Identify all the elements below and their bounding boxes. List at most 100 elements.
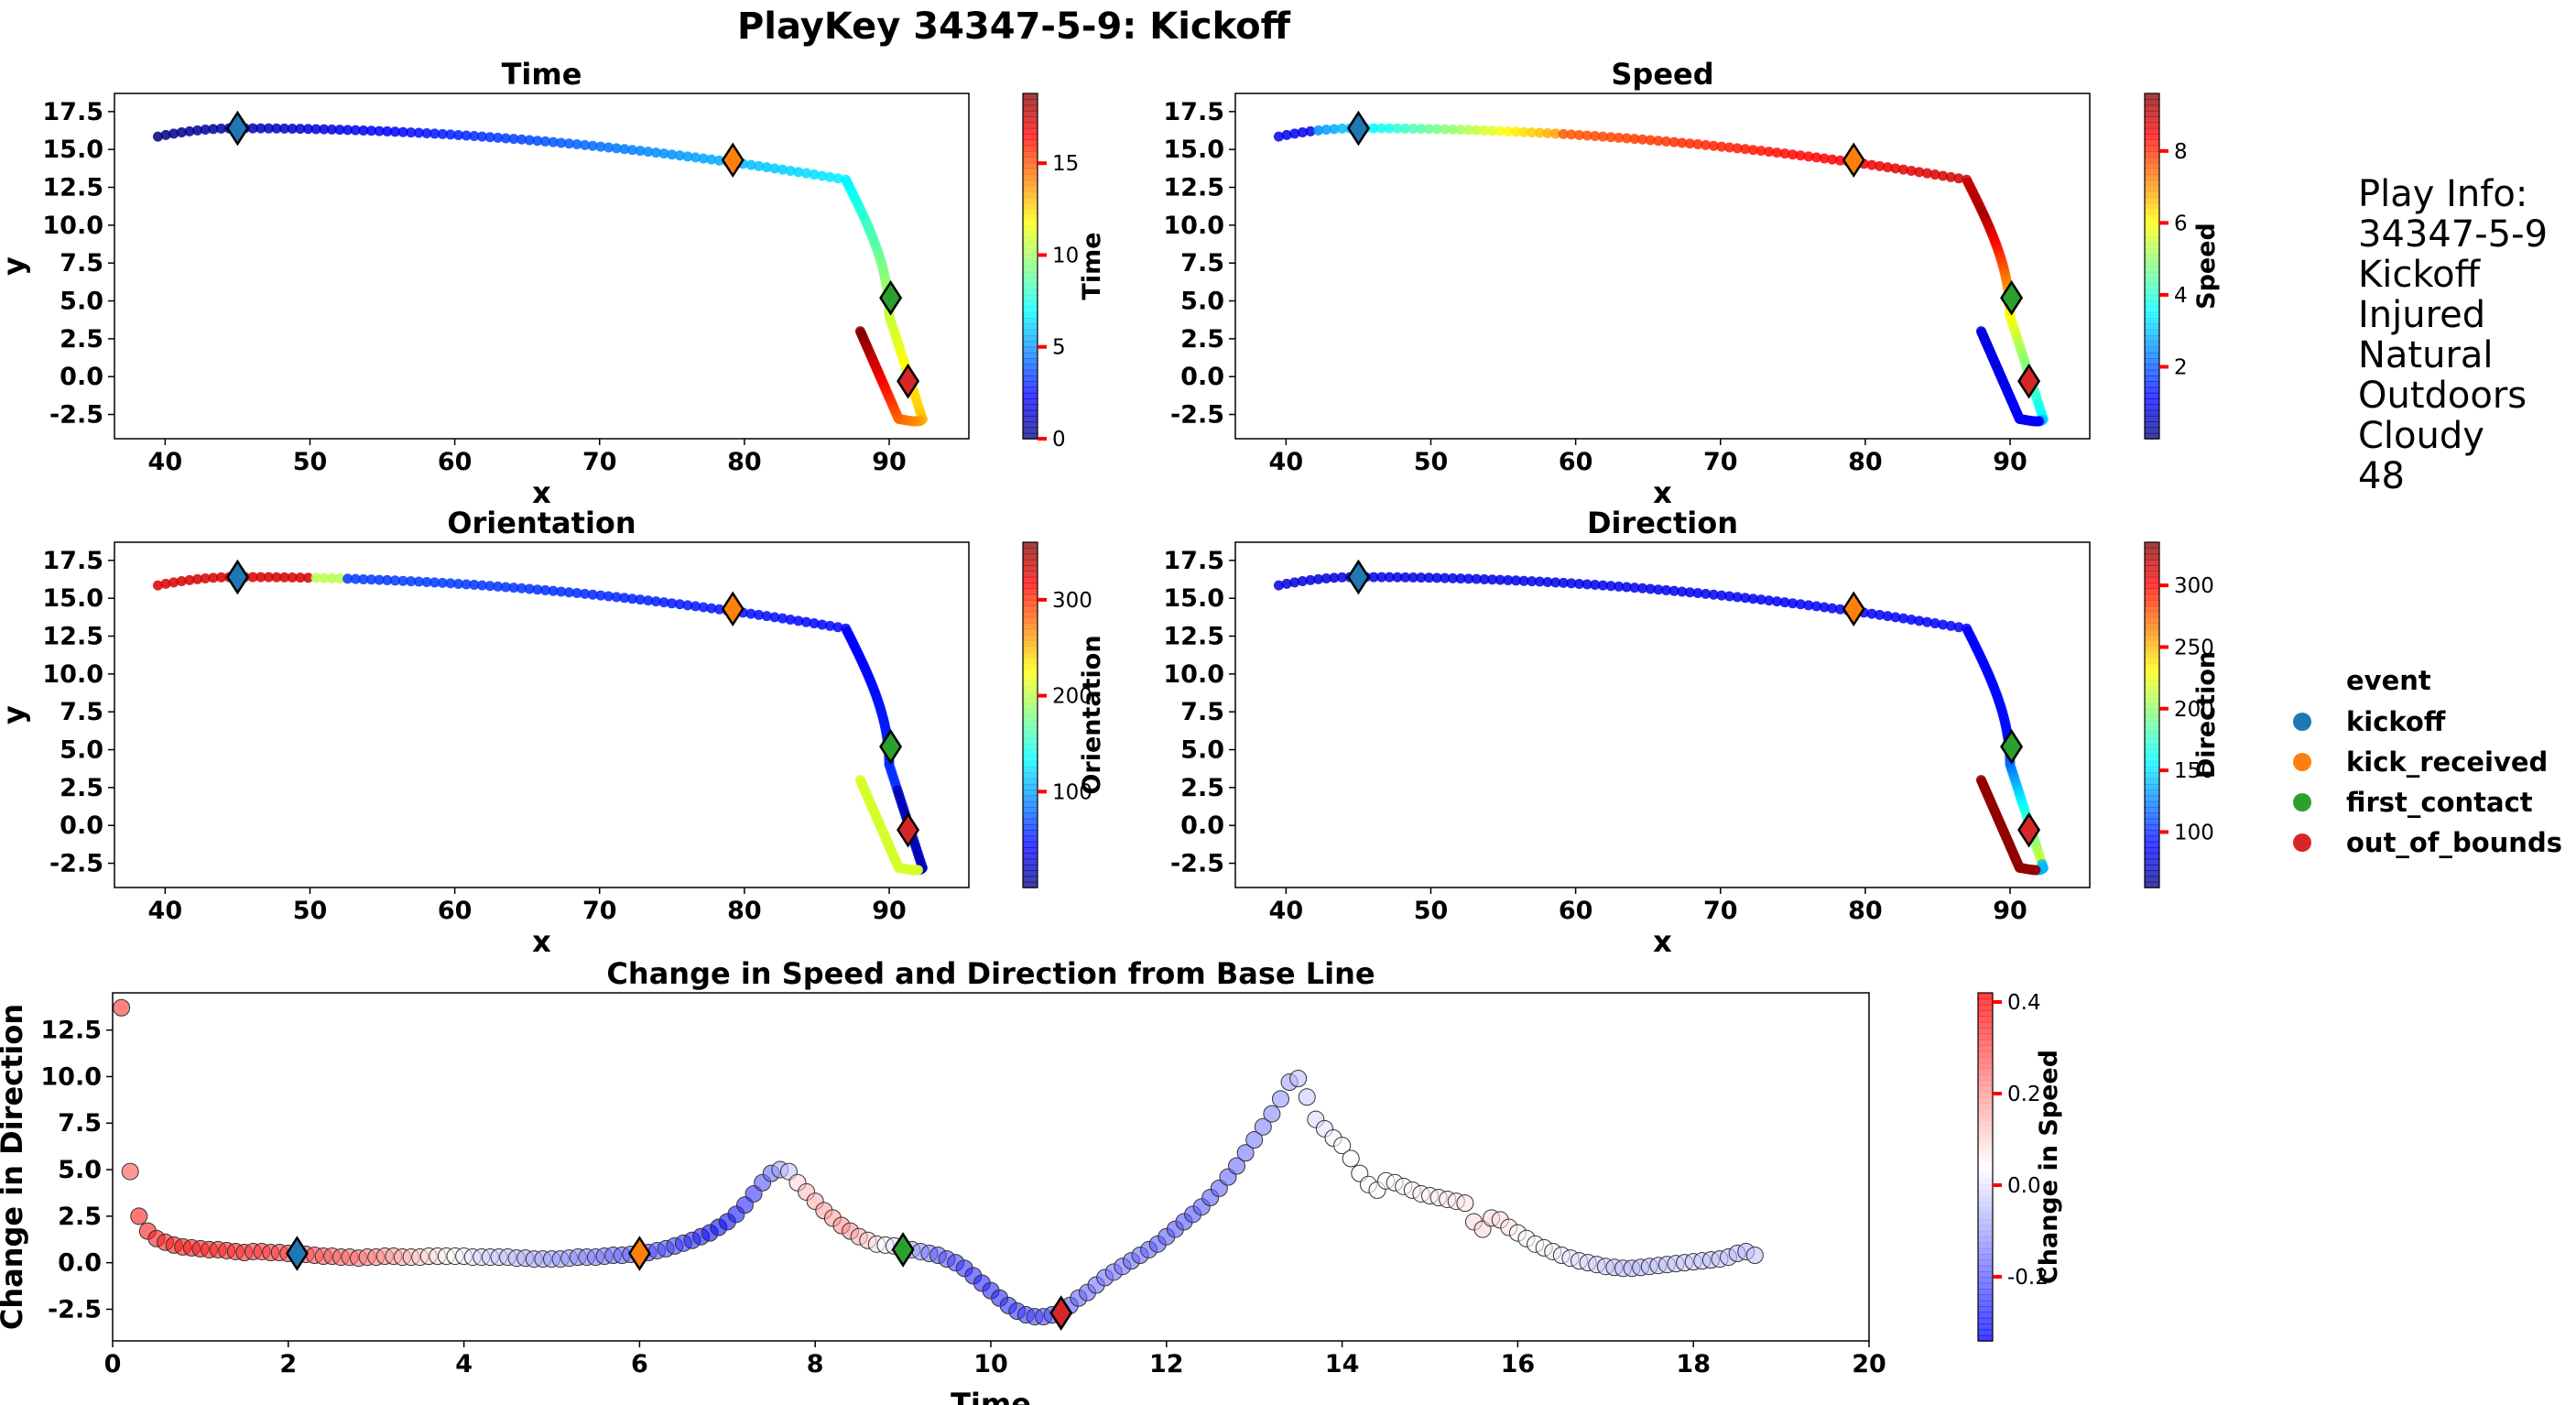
colorbar-segment: [1023, 427, 1038, 434]
colorbar-segment: [1023, 392, 1038, 399]
trajectory-point: [1866, 159, 1877, 170]
trajectory-point: [1834, 155, 1845, 166]
trajectory-point: [1321, 125, 1331, 136]
trajectory-point: [769, 163, 780, 174]
colorbar-segment: [1978, 1143, 1993, 1150]
play-info: Play Info: 34347-5-9 Kickoff Injured Nat…: [2358, 173, 2548, 497]
trajectory-point: [516, 134, 527, 145]
trajectory-point: [310, 124, 321, 135]
trajectory-point: [587, 589, 598, 600]
colorbar-segment: [2145, 714, 2159, 722]
colorbar-segment: [1978, 1010, 1993, 1018]
trajectory-point: [334, 125, 345, 136]
colorbar-segment: [2145, 807, 2159, 814]
x-tick-label: 16: [1501, 1350, 1536, 1378]
trajectory-point: [1660, 584, 1671, 595]
trajectory-point: [635, 146, 646, 157]
trajectory-point: [1906, 165, 1917, 176]
colorbar-segment: [2145, 208, 2159, 215]
trajectory-point: [1668, 136, 1679, 147]
colorbar-segment: [2145, 709, 2159, 716]
trajectory-point: [1882, 162, 1893, 173]
trajectory-point: [255, 123, 266, 134]
trajectory-point: [793, 167, 804, 178]
colorbar-segment: [1023, 185, 1038, 192]
y-tick-label: 12.5: [42, 623, 103, 651]
colorbar-segment: [1978, 1230, 1993, 1237]
trajectory-point: [1866, 608, 1877, 619]
colorbar-segment: [1978, 1167, 1993, 1174]
trajectory-point: [461, 579, 472, 590]
colorbar-segment: [1978, 1103, 1993, 1110]
colorbar-segment: [1023, 576, 1038, 583]
panel-direction: Direction 40 50 60 70 80 90 -2.5 0.0 2.5 5.0 7.5 10.…: [1163, 506, 2221, 959]
colorbar-segment: [1023, 548, 1038, 555]
colorbar-segment: [2145, 559, 2159, 566]
trajectory-point: [1273, 580, 1284, 591]
trajectory-point: [1416, 572, 1427, 583]
trajectory-point: [1423, 124, 1434, 135]
legend-marker-kickoff: [2293, 713, 2311, 731]
trajectory-point: [295, 124, 306, 135]
colorbar-frame: [2144, 541, 2160, 888]
trajectory-point: [571, 588, 582, 599]
trajectory-point: [500, 582, 511, 593]
trajectory-point: [690, 152, 701, 163]
trajectory-point: [1550, 577, 1561, 588]
legend-marker-kick-received: [2293, 753, 2311, 771]
colorbar-segment: [2145, 133, 2159, 141]
trajectory-point: [382, 574, 393, 585]
trajectory-point: [824, 620, 835, 631]
trajectory-point: [1684, 587, 1695, 598]
trajectory-point: [152, 580, 163, 591]
colorbar-tick-label: 0.0: [2007, 1174, 2041, 1198]
panel-speed: Speed 40 50 60 70 80 90 -2.5 0.0 2.5 5.0 7.5 10.0 12.…: [1163, 57, 2221, 510]
colorbar-segment: [1023, 341, 1038, 348]
colorbar-segment: [1023, 346, 1038, 354]
colorbar-segment: [2145, 767, 2159, 774]
event-marker-kickoff: [1346, 110, 1370, 147]
colorbar-segment: [1978, 1247, 1993, 1255]
x-tick-label: 4: [455, 1350, 473, 1378]
colorbar-tick-label: 200: [1052, 685, 1092, 709]
trajectory-point: [1455, 125, 1466, 136]
colorbar-segment: [1023, 720, 1038, 727]
colorbar-segment: [1978, 1091, 1993, 1098]
trajectory-point: [160, 578, 171, 589]
trajectory-point: [1677, 586, 1688, 597]
trajectory-point: [1708, 589, 1719, 600]
trajectory-point: [1882, 611, 1893, 622]
x-tick-label: 90: [872, 897, 907, 925]
panel-title: Speed: [1611, 57, 1713, 92]
colorbar-segment: [1978, 1265, 1993, 1272]
colorbar-segment: [2145, 674, 2159, 681]
colorbar-segment: [1023, 323, 1038, 331]
colorbar-segment: [1023, 220, 1038, 227]
trajectory-point: [635, 594, 646, 605]
colorbar-segment: [2145, 697, 2159, 704]
event-marker-out-of-bounds: [1049, 1295, 1073, 1331]
trajectory-point: [548, 136, 559, 147]
trajectory-point: [1692, 139, 1703, 150]
colorbar-segment: [2145, 294, 2159, 301]
trajectory-point: [713, 604, 724, 615]
trajectory-point: [524, 583, 535, 594]
trajectory-point: [1716, 141, 1727, 152]
colorbar-segment: [1023, 611, 1038, 618]
plot-area: [1235, 93, 2090, 439]
trajectory-point: [508, 583, 519, 594]
colorbar-segment: [1023, 369, 1038, 376]
trajectory-point: [1503, 125, 1514, 136]
trajectory-point: [184, 125, 195, 136]
colorbar-segment: [1023, 876, 1038, 883]
y-tick-label: 5.0: [60, 288, 103, 316]
colorbar-frame: [1022, 93, 1038, 440]
trajectory-point: [626, 594, 637, 604]
colorbar-segment: [1023, 168, 1038, 175]
y-axis-label: y: [0, 705, 31, 724]
change-point: [121, 1162, 139, 1181]
trajectory-point: [319, 572, 330, 583]
trajectory-point: [1747, 145, 1758, 156]
trajectory-point: [192, 573, 203, 584]
y-tick-label: 7.5: [58, 1109, 102, 1138]
